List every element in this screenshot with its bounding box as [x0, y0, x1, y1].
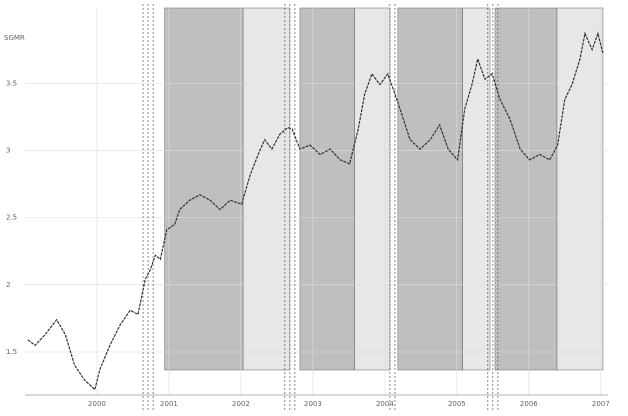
shaded-region [494, 7, 558, 371]
x-tick-label: 2006 [520, 400, 538, 408]
shaded-region [354, 7, 391, 371]
x-tick-label: 2002 [232, 400, 250, 408]
y-tick-label: 3 [6, 146, 10, 154]
y-tick-label: 2 [6, 281, 10, 289]
x-tick-label: 2003 [304, 400, 322, 408]
x-tick-label: 2001 [160, 400, 178, 408]
shaded-region [397, 7, 463, 371]
shaded-region [164, 7, 244, 371]
x-tick-label: 2004 [376, 400, 394, 408]
y-tick-label: 3.5 [6, 79, 17, 87]
shaded-region [299, 7, 355, 371]
y-tick-label: 1.5 [6, 348, 17, 356]
shaded-region [462, 7, 491, 371]
data-line [27, 31, 604, 391]
shaded-region [556, 7, 604, 371]
x-tick-label: 2007 [592, 400, 610, 408]
shaded-region [242, 7, 291, 371]
y-axis-label: SGMR [4, 34, 25, 42]
x-tick-label: 2005 [448, 400, 466, 408]
x-tick-label: 2000 [88, 400, 106, 408]
y-tick-label: 2.5 [6, 214, 17, 222]
